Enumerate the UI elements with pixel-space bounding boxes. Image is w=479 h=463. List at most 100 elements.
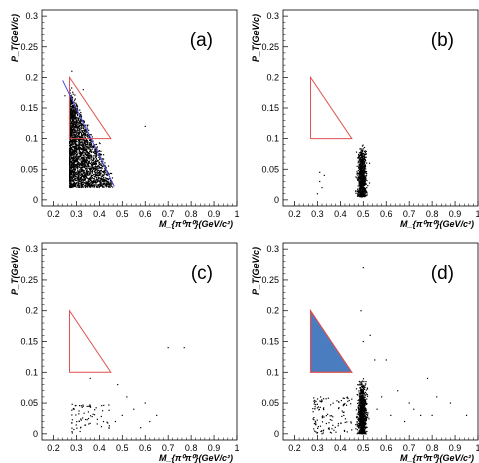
scatter-point (363, 154, 365, 156)
scatter-point (73, 182, 76, 184)
scatter-point (75, 140, 77, 142)
scatter-point (89, 422, 91, 424)
scatter-point (79, 140, 81, 142)
scatter-point (69, 183, 71, 185)
scatter-point (144, 402, 146, 404)
scatter-point (85, 165, 87, 167)
scatter-point (81, 130, 84, 133)
scatter-point (327, 397, 329, 399)
scatter-point (95, 169, 97, 171)
scatter-point (78, 186, 80, 188)
scatter-point (89, 145, 91, 147)
scatter-point (361, 152, 364, 154)
scatter-point (348, 399, 350, 402)
scatter-point (360, 182, 362, 184)
scatter-point (90, 149, 92, 151)
scatter-point (360, 194, 362, 196)
scatter-point (74, 405, 76, 407)
scatter-point (108, 427, 110, 429)
scatter-point (72, 171, 74, 173)
scatter-point (73, 114, 76, 116)
scatter-point (71, 107, 73, 109)
scatter-point (360, 383, 362, 385)
scatter-point (364, 160, 366, 163)
scatter-point (363, 174, 365, 176)
scatter-point (357, 407, 360, 409)
scatter-point (362, 181, 364, 183)
scatter-point (363, 178, 365, 180)
scatter-point (89, 176, 91, 179)
scatter-point (362, 421, 364, 423)
scatter-point (313, 419, 315, 421)
x-tick-label: 0.3 (311, 209, 324, 219)
scatter-point (74, 114, 76, 116)
scatter-point (104, 182, 106, 185)
scatter-point (88, 161, 90, 163)
scatter-point (85, 143, 87, 145)
scatter-point (359, 154, 362, 156)
scatter-point (82, 138, 84, 140)
scatter-point (71, 105, 73, 108)
scatter-point (71, 116, 73, 118)
scatter-point (82, 130, 84, 132)
scatter-point (364, 426, 366, 428)
scatter-point (99, 154, 101, 156)
scatter-point (365, 393, 367, 395)
scatter-point (76, 150, 78, 152)
cut-line (62, 80, 115, 187)
scatter-point (89, 168, 92, 171)
scatter-point (76, 159, 78, 162)
scatter-point (89, 167, 91, 170)
scatter-point (109, 179, 112, 182)
scatter-point (92, 166, 94, 169)
scatter-point (75, 119, 77, 121)
scatter-point (76, 129, 78, 131)
scatter-point (358, 152, 360, 154)
scatter-point (76, 153, 78, 155)
scatter-point (359, 418, 361, 420)
scatter-point (359, 185, 361, 188)
scatter-point (86, 176, 88, 178)
scatter-point (73, 146, 75, 148)
scatter-point (315, 400, 317, 403)
scatter-point (72, 134, 74, 136)
scatter-point (90, 185, 93, 187)
scatter-point (361, 419, 364, 421)
scatter-point (72, 105, 74, 107)
scatter-point (364, 191, 366, 193)
scatter-point (94, 150, 96, 153)
scatter-point (82, 166, 84, 169)
scatter-point (75, 109, 77, 111)
scatter-point (91, 172, 94, 174)
scatter-point (317, 406, 320, 408)
scatter-point (361, 432, 363, 435)
scatter-point (70, 174, 72, 176)
scatter-point (71, 133, 73, 136)
scatter-point (95, 163, 97, 165)
scatter-point (89, 139, 91, 141)
scatter-point (361, 155, 363, 157)
scatter-point (88, 129, 90, 131)
scatter-point (362, 173, 364, 175)
y-tick-label: 0.2 (25, 72, 38, 82)
scatter-point (106, 421, 108, 423)
scatter-point (104, 181, 106, 183)
scatter-point (80, 115, 83, 117)
scatter-point (362, 170, 364, 172)
scatter-point (78, 142, 80, 144)
scatter-point (88, 146, 90, 149)
scatter-point (82, 175, 84, 177)
scatter-point (76, 136, 78, 138)
scatter-point (83, 175, 86, 177)
scatter-point (361, 185, 363, 187)
scatter-point (362, 340, 364, 343)
scatter-point (77, 181, 79, 183)
scatter-point (81, 163, 83, 165)
scatter-point (82, 160, 84, 163)
scatter-point (72, 120, 74, 122)
scatter-point (70, 102, 72, 104)
scatter-point (75, 122, 77, 124)
scatter-point (98, 164, 101, 166)
scatter-point (102, 165, 104, 168)
x-axis-label: M_{π⁰π⁰}(GeV/c²) (159, 453, 233, 463)
